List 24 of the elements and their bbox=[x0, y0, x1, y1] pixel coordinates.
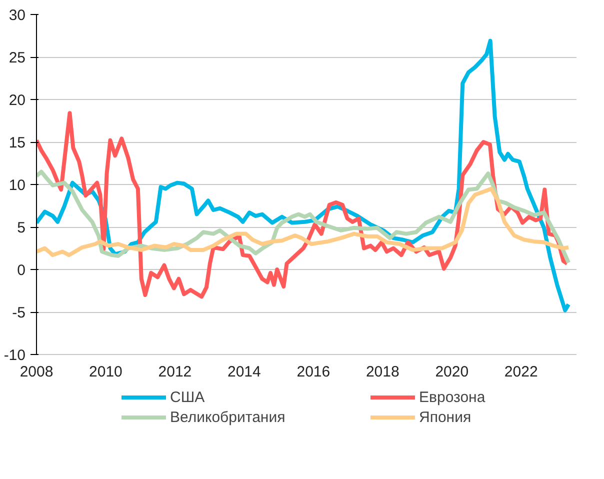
legend-label: Еврозона bbox=[419, 388, 486, 406]
y-tick-label: 25 bbox=[8, 50, 26, 66]
y-tick-label: 10 bbox=[8, 177, 26, 194]
x-tick-label: 2016 bbox=[296, 364, 330, 380]
x-tick-label: 2012 bbox=[158, 364, 192, 380]
y-tick-label: 0 bbox=[17, 262, 26, 279]
y-tick-label: 15 bbox=[8, 134, 26, 152]
legend-label: Япония bbox=[419, 408, 472, 426]
line-series bbox=[36, 111, 570, 299]
line-series bbox=[36, 170, 571, 265]
x-tick-label: 2020 bbox=[435, 364, 469, 380]
x-tick-label: 2018 bbox=[366, 364, 400, 380]
y-tick-label: -5 bbox=[12, 304, 26, 322]
x-tick-label: 2008 bbox=[20, 364, 54, 380]
y-tick-label: -10 bbox=[4, 347, 26, 364]
legend-label: США bbox=[170, 388, 206, 406]
y-tick-label: 5 bbox=[17, 220, 26, 236]
y-tick-label: 30 bbox=[8, 7, 26, 24]
x-tick-label: 2010 bbox=[89, 364, 122, 380]
x-tick-label: 2014 bbox=[228, 364, 261, 380]
y-tick-label: 20 bbox=[8, 92, 26, 109]
x-tick-label: 2022 bbox=[504, 364, 538, 380]
legend-label: Великобритания bbox=[170, 408, 286, 426]
line-series bbox=[36, 186, 571, 258]
